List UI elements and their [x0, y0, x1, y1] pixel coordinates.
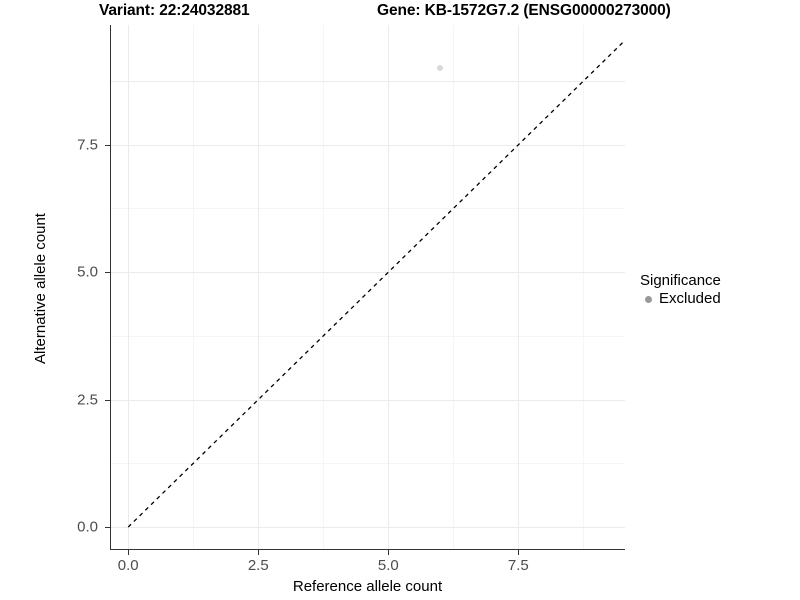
gene-title: Gene: KB-1572G7.2 (ENSG00000273000) [377, 2, 671, 19]
gridline-vertical [258, 25, 260, 550]
x-axis-title: Reference allele count [292, 578, 443, 595]
y-tick-mark [105, 399, 110, 401]
x-tick-label: 7.5 [507, 557, 529, 574]
legend-key-icon [640, 291, 657, 308]
y-tick-mark [105, 272, 110, 274]
legend-item-label: Excluded [659, 290, 721, 307]
gridline-horizontal [110, 81, 625, 83]
gridline-vertical [518, 25, 520, 550]
legend: Significance Excluded [640, 272, 795, 308]
gridline-vertical [128, 25, 130, 550]
gridline-horizontal [110, 208, 625, 210]
gridline-horizontal [110, 335, 625, 337]
legend-entries: Excluded [640, 290, 795, 308]
y-tick-label: 0.0 [77, 518, 98, 536]
gridline-vertical [388, 25, 390, 550]
gridline-vertical [323, 25, 325, 550]
gridline-horizontal [110, 463, 625, 465]
x-tick-label: 0.0 [117, 557, 139, 574]
gridline-vertical [193, 25, 195, 550]
x-tick-mark [128, 550, 130, 555]
identity-reference-line [110, 25, 625, 550]
gridline-horizontal [110, 527, 625, 529]
x-tick-mark [258, 550, 260, 555]
x-tick-label: 5.0 [377, 557, 399, 574]
plot-panel [110, 25, 625, 550]
gridline-vertical [453, 25, 455, 550]
gridline-horizontal [110, 399, 625, 401]
y-tick-label: 2.5 [77, 391, 98, 409]
y-axis-line [110, 25, 112, 550]
gridline-horizontal [110, 144, 625, 146]
y-tick-mark [105, 527, 110, 529]
gridline-horizontal [110, 272, 625, 274]
y-tick-label: 5.0 [77, 263, 98, 281]
legend-item[interactable]: Excluded [640, 290, 795, 308]
title-bar: Variant: 22:24032881 Gene: KB-1572G7.2 (… [0, 0, 800, 24]
variant-title: Variant: 22:24032881 [99, 2, 250, 19]
x-tick-label: 2.5 [247, 557, 269, 574]
y-tick-label: 7.5 [77, 136, 98, 154]
y-axis-title: Alternative allele count [32, 213, 49, 364]
x-axis-line [110, 549, 625, 551]
x-tick-mark [518, 550, 520, 555]
gridline-vertical [583, 25, 585, 550]
x-tick-mark [388, 550, 390, 555]
legend-title: Significance [640, 272, 721, 289]
legend-dot-icon [645, 295, 652, 303]
y-tick-mark [105, 144, 110, 146]
data-point[interactable] [437, 65, 444, 72]
